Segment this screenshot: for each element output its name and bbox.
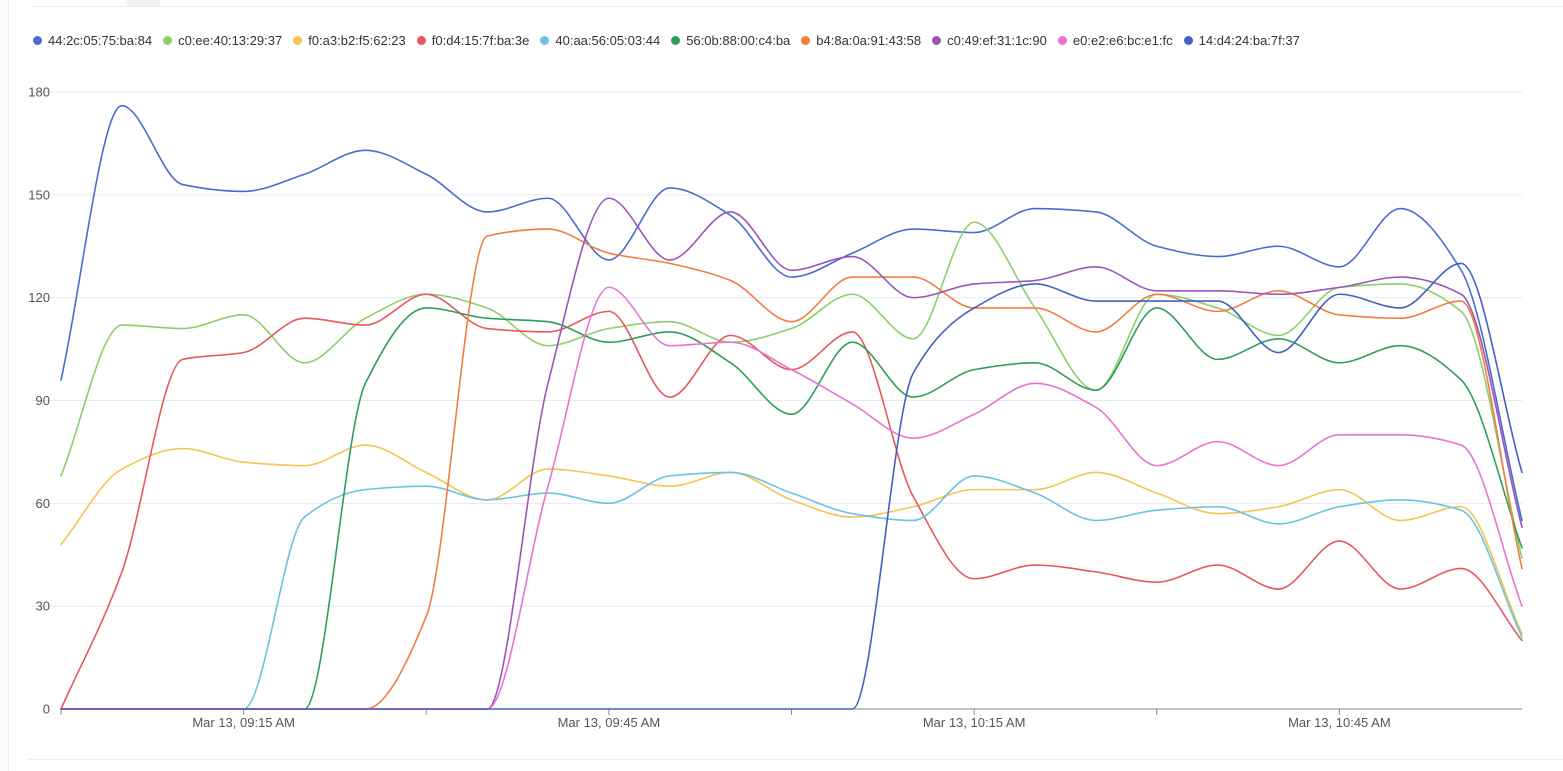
legend-item[interactable]: 14:d4:24:ba:7f:37 (1183, 32, 1300, 48)
y-axis-labels: 0 30 60 90 120 150 180 (28, 85, 50, 717)
y-tick-label: 150 (28, 187, 50, 202)
left-panel-edge (0, 0, 9, 771)
legend-item[interactable]: c0:ee:40:13:29:37 (163, 33, 282, 48)
series-line[interactable] (60, 221, 1523, 559)
y-tick-label: 90 (36, 393, 50, 408)
legend-label: c0:ee:40:13:29:37 (178, 32, 283, 48)
legend-item[interactable]: b4:8a:0a:91:43:58 (801, 33, 921, 48)
y-tick-label: 0 (43, 702, 50, 717)
y-tick-label: 30 (36, 599, 50, 614)
x-tick-label: Mar 13, 10:15 AM (923, 715, 1026, 730)
x-axis-ticks (60, 709, 1340, 715)
legend-item[interactable]: 44:2c:05:75:ba:84 (33, 33, 152, 48)
legend-swatch (33, 35, 42, 45)
legend-label: 40:aa:56:05:03:44 (555, 32, 661, 48)
series-line[interactable] (60, 444, 1523, 635)
legend-label: b4:8a:0a:91:43:58 (816, 32, 922, 48)
y-tick-label: 180 (28, 85, 50, 100)
legend-label: e0:e2:e6:bc:e1:fc (1072, 32, 1173, 48)
y-gridlines (31, 91, 1522, 607)
series-line[interactable] (60, 307, 1523, 710)
legend-label: f0:a3:b2:f5:62:23 (308, 32, 406, 48)
panel-tab-handle (126, 0, 160, 6)
legend-item[interactable]: 56:0b:88:00:c4:ba (671, 33, 790, 48)
series-line[interactable] (60, 104, 1523, 522)
series-line[interactable] (60, 471, 1523, 710)
legend-swatch (671, 35, 681, 45)
series-lines (60, 104, 1523, 710)
legend-item[interactable]: 40:aa:56:05:03:44 (540, 33, 660, 48)
legend-label: 14:d4:24:ba:7f:37 (1198, 32, 1300, 48)
x-axis-labels: Mar 13, 09:15 AM Mar 13, 09:45 AM Mar 13, … (192, 715, 1390, 730)
panel-top-border (30, 6, 1563, 7)
x-tick-label: Mar 13, 09:15 AM (192, 715, 295, 730)
series-line[interactable] (60, 286, 1523, 710)
legend-label: f0:d4:15:7f:ba:3e (431, 32, 530, 48)
legend-swatch (416, 35, 426, 45)
x-tick-label: Mar 13, 10:45 AM (1288, 715, 1391, 730)
legend-label: 44:2c:05:75:ba:84 (48, 32, 153, 48)
legend-label: c0:49:ef:31:1c:90 (947, 32, 1047, 48)
series-line[interactable] (60, 262, 1523, 710)
y-tick-label: 120 (28, 290, 50, 305)
legend-item[interactable]: f0:d4:15:7f:ba:3e (416, 32, 530, 48)
legend-swatch (1057, 35, 1067, 45)
legend-swatch (293, 35, 303, 45)
legend-swatch (932, 35, 942, 45)
legend-swatch (163, 35, 173, 45)
legend-item[interactable]: f0:a3:b2:f5:62:23 (293, 33, 406, 48)
y-tick-label: 60 (36, 496, 50, 511)
legend-item[interactable]: c0:49:ef:31:1c:90 (932, 33, 1047, 48)
series-line[interactable] (60, 228, 1523, 710)
series-line[interactable] (60, 197, 1523, 710)
legend-swatch (801, 35, 811, 45)
legend-swatch (1183, 35, 1193, 45)
x-tick-label: Mar 13, 09:45 AM (558, 715, 661, 730)
legend-item[interactable]: e0:e2:e6:bc:e1:fc (1057, 32, 1173, 48)
chart-legend: 44:2c:05:75:ba:84 c0:ee:40:13:29:37 f0:a3:… (33, 31, 1311, 49)
panel-bottom-border (28, 759, 1563, 760)
legend-swatch (540, 35, 550, 45)
legend-label: 56:0b:88:00:c4:ba (686, 32, 791, 48)
series-line[interactable] (60, 293, 1523, 710)
